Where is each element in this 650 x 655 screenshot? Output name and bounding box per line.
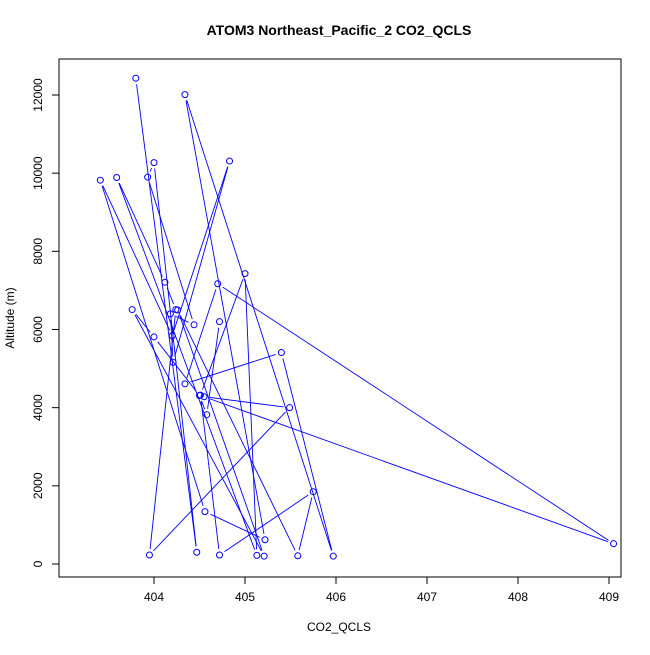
- series-segment: [201, 400, 206, 410]
- series-segment: [102, 185, 171, 331]
- data-point: [169, 358, 177, 366]
- data-point: [286, 404, 294, 412]
- series-segment: [224, 494, 309, 553]
- data-point: [253, 551, 261, 559]
- data-point: [144, 173, 152, 181]
- data-point: [203, 411, 211, 419]
- series-segment: [244, 279, 258, 550]
- series-segment: [149, 167, 152, 172]
- series-segment: [135, 313, 151, 333]
- x-tick-label: 409: [599, 590, 619, 604]
- series-segment: [186, 289, 217, 379]
- series-segment: [179, 315, 263, 551]
- y-axis: 0 2000 4000 6000 8000 10000 12000: [31, 78, 60, 567]
- data-point: [166, 310, 174, 318]
- data-point: [181, 91, 189, 99]
- data-point: [241, 270, 249, 278]
- series-segment: [153, 411, 286, 551]
- series-segment: [154, 168, 197, 547]
- series-segment: [222, 286, 609, 541]
- series-segment: [101, 185, 204, 507]
- data-point: [150, 159, 158, 167]
- series-segment: [173, 166, 229, 331]
- y-tick-label: 4000: [31, 394, 45, 421]
- data-point: [216, 318, 224, 326]
- data-point: [96, 176, 104, 184]
- y-tick-label: 10000: [31, 156, 45, 190]
- data-point: [168, 332, 176, 340]
- chart-title: ATOM3 Northeast_Pacific_2 CO2_QCLS: [207, 22, 472, 38]
- data-point: [181, 380, 189, 388]
- x-tick-label: 407: [417, 590, 437, 604]
- data-point: [190, 321, 198, 329]
- y-tick-label: 6000: [31, 316, 45, 343]
- series-segment: [200, 401, 220, 550]
- y-tick-label: 2000: [31, 472, 45, 499]
- data-point: [277, 349, 285, 357]
- series-segment: [136, 84, 197, 547]
- y-tick-label: 12000: [31, 78, 45, 112]
- y-tick-label: 0: [31, 560, 45, 567]
- x-axis-label: CO2_QCLS: [307, 620, 371, 634]
- series-co2-qcls: [96, 74, 618, 560]
- series-segment: [185, 100, 265, 534]
- x-axis: 404 405 406 407 408 409: [144, 576, 619, 604]
- series-segment: [166, 287, 175, 305]
- series-segment: [209, 398, 609, 543]
- x-tick-label: 406: [326, 590, 346, 604]
- data-point: [329, 552, 337, 560]
- series-segment: [134, 314, 262, 552]
- data-point: [145, 551, 153, 559]
- series-segment: [209, 397, 284, 408]
- series-segment: [118, 182, 256, 550]
- data-point: [201, 508, 209, 516]
- x-tick-label: 404: [144, 590, 164, 604]
- data-point: [128, 306, 136, 314]
- data-point: [174, 306, 182, 314]
- data-point: [261, 536, 269, 544]
- data-point: [193, 548, 201, 556]
- x-tick-label: 408: [508, 590, 528, 604]
- data-point: [294, 552, 302, 560]
- series-segment: [179, 315, 296, 551]
- data-point: [260, 552, 268, 560]
- data-point: [150, 333, 158, 341]
- series-segment: [190, 353, 276, 383]
- data-point: [200, 393, 208, 401]
- data-point: [161, 278, 169, 286]
- series-segment: [170, 319, 174, 357]
- y-axis-label: Altitude (m): [3, 287, 17, 348]
- data-point: [216, 551, 224, 559]
- series-segment: [207, 327, 220, 409]
- series-segment: [174, 166, 229, 357]
- data-point: [610, 540, 618, 548]
- series-segment: [298, 497, 313, 551]
- data-point: [226, 157, 234, 165]
- data-point: [113, 173, 121, 181]
- data-point: [309, 488, 317, 496]
- data-point: [196, 392, 203, 400]
- x-tick-label: 405: [235, 590, 255, 604]
- series-segment: [186, 100, 332, 551]
- series-segment: [118, 182, 163, 277]
- series-segment: [202, 279, 244, 390]
- series-segment: [157, 341, 197, 392]
- series-segment: [282, 358, 333, 551]
- data-point: [214, 280, 222, 288]
- y-tick-label: 8000: [31, 238, 45, 265]
- series-segment: [149, 315, 176, 550]
- data-point: [132, 74, 140, 82]
